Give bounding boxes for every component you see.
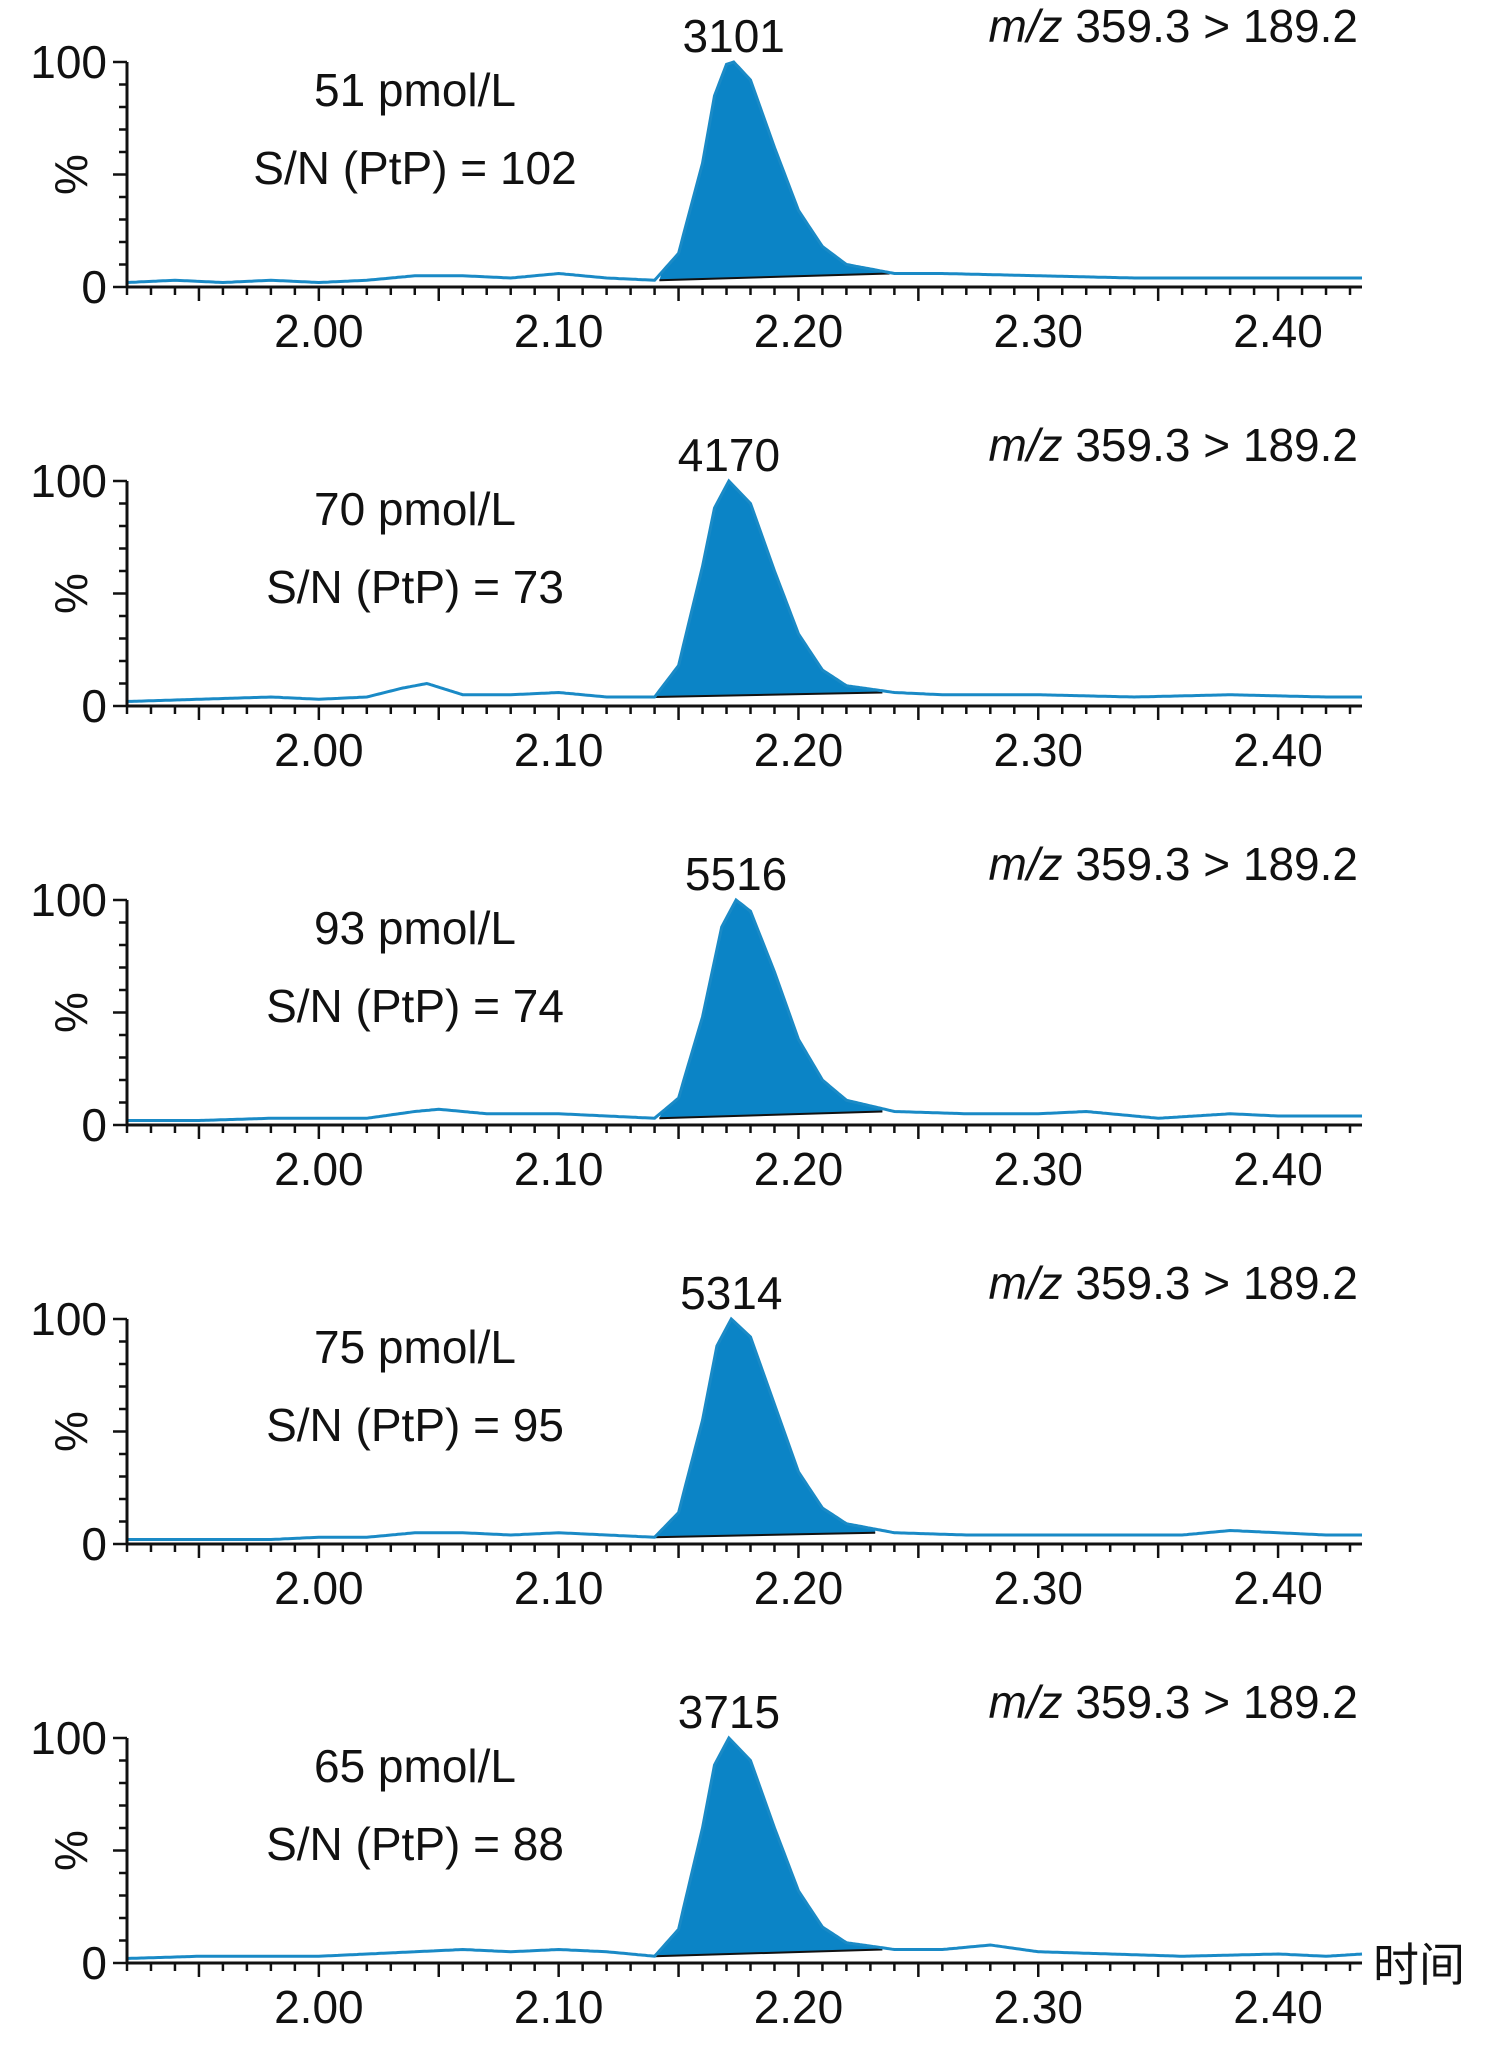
integration-baseline <box>654 1948 883 1958</box>
chromatogram-trace <box>127 1316 1362 1541</box>
y-axis-label: % <box>45 1411 97 1452</box>
mz-value: 359.3 > 189.2 <box>1063 419 1358 471</box>
y-tick-label-0: 0 <box>81 1937 107 1989</box>
integration-baseline <box>659 1110 883 1120</box>
panel-title: 51 pmol/L <box>314 64 516 116</box>
chromatogram-panel-1: 100 0% 2.00 2.10 2.20 2.30 2.40 51 pmol/L S/N (P… <box>30 0 1362 357</box>
chromatogram-panel-3: 100 0% 2.00 2.10 2.20 2.30 2.40 93 pmol/L S/N (P… <box>30 838 1362 1195</box>
transition-label: m/z 359.3 > 189.2 <box>988 1257 1358 1309</box>
mz-value: 359.3 > 189.2 <box>1063 0 1358 52</box>
y-axis-label: % <box>45 1830 97 1871</box>
mz-italic: m/z <box>988 1257 1062 1309</box>
panel-title: 75 pmol/L <box>314 1321 516 1373</box>
x-tick-label: 2.10 <box>514 724 604 776</box>
x-tick-label: 2.20 <box>754 1143 844 1195</box>
x-tick-label: 2.10 <box>514 1143 604 1195</box>
transition-label: m/z 359.3 > 189.2 <box>988 1676 1358 1728</box>
y-tick-label-0: 0 <box>81 261 107 313</box>
y-tick-label-0: 0 <box>81 680 107 732</box>
integrated-peak-area <box>654 1738 883 1957</box>
chromatogram-trace <box>126 1735 1363 1960</box>
x-tick-label: 2.10 <box>514 1562 604 1614</box>
mz-italic: m/z <box>988 1676 1062 1728</box>
x-tick-label: 2.40 <box>1233 305 1323 357</box>
mz-value: 359.3 > 189.2 <box>1063 838 1358 890</box>
time-axis-label: 时间 <box>1373 1939 1465 1991</box>
x-tick-label: 2.10 <box>514 305 604 357</box>
y-tick-label-0: 0 <box>81 1518 107 1570</box>
x-tick-label: 2.30 <box>993 1562 1083 1614</box>
x-tick-label: 2.20 <box>754 724 844 776</box>
y-tick-label-100: 100 <box>30 1712 107 1764</box>
x-tick-label: 2.00 <box>274 1562 364 1614</box>
y-tick-label-0: 0 <box>81 1099 107 1151</box>
y-tick-label-100: 100 <box>30 36 107 88</box>
x-tick-label: 2.10 <box>514 1981 604 2033</box>
mz-value: 359.3 > 189.2 <box>1063 1676 1358 1728</box>
x-tick-label: 2.40 <box>1233 1562 1323 1614</box>
y-axis-label: % <box>45 573 97 614</box>
y-axis-label: % <box>45 992 97 1033</box>
integrated-peak-area <box>659 900 883 1119</box>
x-tick-label: 2.40 <box>1233 724 1323 776</box>
mz-italic: m/z <box>988 838 1062 890</box>
integrated-peak-area <box>654 481 883 697</box>
x-tick-label: 2.00 <box>274 724 364 776</box>
integrated-peak-area <box>659 62 890 281</box>
chromatogram-panel-2: 100 0% 2.00 2.10 2.20 2.30 2.40 70 pmol/L S/N (P… <box>30 419 1362 776</box>
x-tick-label: 2.20 <box>754 1562 844 1614</box>
chromatogram-trace <box>127 897 1362 1122</box>
x-tick-label: 2.00 <box>274 1143 364 1195</box>
panel-title: 70 pmol/L <box>314 483 516 535</box>
x-tick-label: 2.30 <box>993 724 1083 776</box>
x-tick-label: 2.30 <box>993 1143 1083 1195</box>
peak-label: 4170 <box>678 429 780 481</box>
transition-label: m/z 359.3 > 189.2 <box>988 838 1358 890</box>
panel-subtitle: S/N (PtP) = 73 <box>266 561 564 613</box>
transition-label: m/z 359.3 > 189.2 <box>988 0 1358 52</box>
peak-label: 3715 <box>678 1686 780 1738</box>
mz-value: 359.3 > 189.2 <box>1063 1257 1358 1309</box>
transition-label: m/z 359.3 > 189.2 <box>988 419 1358 471</box>
panel-title: 93 pmol/L <box>314 902 516 954</box>
mz-italic: m/z <box>988 0 1062 52</box>
panel-subtitle: S/N (PtP) = 95 <box>266 1399 564 1451</box>
panel-subtitle: S/N (PtP) = 102 <box>253 142 576 194</box>
mz-italic: m/z <box>988 419 1062 471</box>
integration-baseline <box>654 1531 876 1539</box>
y-axis-label: % <box>45 154 97 195</box>
integration-baseline <box>659 272 890 282</box>
chromatogram-trace <box>126 60 1362 285</box>
integrated-peak-area <box>654 1319 876 1538</box>
panel-title: 65 pmol/L <box>314 1740 516 1792</box>
x-tick-label: 2.20 <box>754 1981 844 2033</box>
integration-baseline <box>654 691 883 698</box>
x-tick-label: 2.00 <box>274 1981 364 2033</box>
x-tick-label: 2.20 <box>754 305 844 357</box>
chromatogram-trace <box>126 478 1362 703</box>
x-tick-label: 2.30 <box>993 305 1083 357</box>
x-tick-label: 2.40 <box>1233 1143 1323 1195</box>
y-tick-label-100: 100 <box>30 1293 107 1345</box>
chromatogram-panel-5: 100 0% 2.00 2.10 2.20 2.30 2.40 65 pmol/L S/N (P… <box>30 1676 1465 2033</box>
x-tick-label: 2.40 <box>1233 1981 1323 2033</box>
peak-label: 3101 <box>683 10 785 62</box>
chromatogram-panel-4: 100 0% 2.00 2.10 2.20 2.30 2.40 75 pmol/L S/N (P… <box>30 1257 1362 1614</box>
x-tick-label: 2.30 <box>993 1981 1083 2033</box>
y-tick-label-100: 100 <box>30 874 107 926</box>
panel-subtitle: S/N (PtP) = 88 <box>266 1818 564 1870</box>
y-tick-label-100: 100 <box>30 455 107 507</box>
panel-subtitle: S/N (PtP) = 74 <box>266 980 564 1032</box>
peak-label: 5516 <box>685 848 787 900</box>
x-tick-label: 2.00 <box>274 305 364 357</box>
peak-label: 5314 <box>680 1267 782 1319</box>
